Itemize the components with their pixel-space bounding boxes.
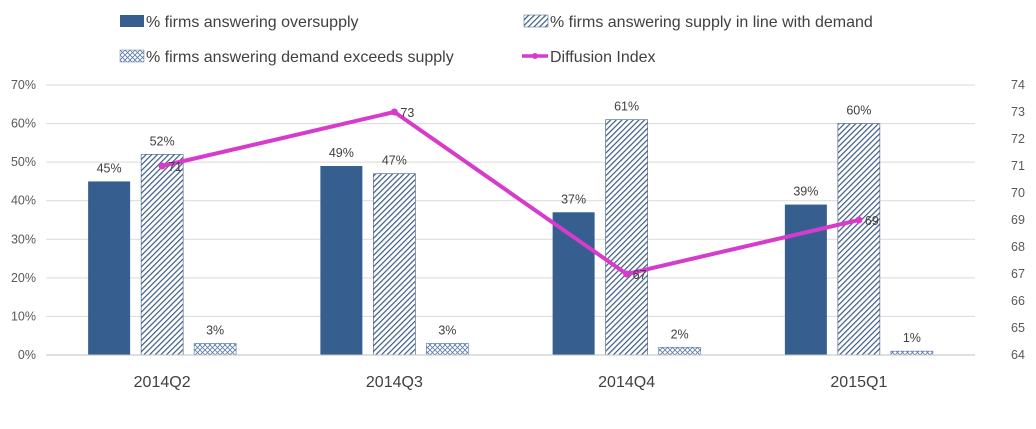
legend-item-diffusion[interactable]: Diffusion Index (522, 49, 656, 66)
left-axis: 0% 10% 20% 30% 40% 50% 60% 70% (11, 78, 36, 362)
y-right-tick-label: 73 (1011, 105, 1025, 119)
y-left-tick-label: 0% (18, 348, 36, 362)
legend-swatch-in-line (523, 14, 549, 28)
y-left-tick-label: 70% (11, 78, 36, 92)
bar-data-label: 3% (206, 323, 224, 337)
diffusion-point (855, 216, 863, 224)
diffusion-data-label: 69 (865, 214, 879, 228)
bar-data-label: 37% (561, 192, 586, 206)
x-category-label: 2014Q4 (598, 374, 655, 391)
diffusion-data-label: 73 (400, 106, 414, 120)
diffusion-point (390, 108, 398, 116)
y-right-tick-label: 74 (1011, 78, 1025, 92)
bar-demand-exceeds (426, 343, 469, 356)
legend-item-in-line[interactable]: % firms answering supply in line with de… (523, 14, 873, 31)
legend: % firms answering oversupply % firms ans… (119, 14, 873, 66)
y-left-tick-label: 50% (11, 155, 36, 169)
bar-data-label: 2% (671, 327, 689, 341)
y-right-tick-label: 66 (1011, 294, 1025, 308)
x-category-label: 2014Q3 (366, 374, 423, 391)
bar-data-label: 39% (793, 185, 818, 199)
y-right-tick-label: 71 (1011, 159, 1025, 173)
y-right-tick-label: 69 (1011, 213, 1025, 227)
bar-in-line (605, 119, 648, 356)
y-left-tick-label: 10% (11, 309, 36, 323)
bar-demand-exceeds (658, 346, 701, 356)
bar-data-label: 45% (97, 161, 122, 175)
y-right-tick-label: 72 (1011, 132, 1025, 146)
bar-oversupply (88, 181, 131, 355)
legend-label-diffusion: Diffusion Index (550, 49, 656, 66)
y-left-tick-label: 30% (11, 232, 36, 246)
diffusion-data-label: 67 (633, 268, 647, 282)
gridlines (46, 84, 975, 317)
bars (88, 119, 934, 356)
bar-in-line (140, 154, 184, 356)
bar-data-label: 49% (329, 146, 354, 160)
diffusion-point (158, 162, 166, 170)
y-left-tick-label: 40% (11, 194, 36, 208)
bar-labels: 45% 52% 3% 49% 47% 3% 37% 61% 2% 39% 60% 1% (97, 100, 921, 345)
bar-data-label: 60% (846, 104, 871, 118)
bar-data-label: 47% (382, 154, 407, 168)
legend-item-demand-exceeds[interactable]: % firms answering demand exceeds supply (119, 49, 454, 66)
bar-data-label: 1% (903, 331, 921, 345)
legend-label-demand-exceeds: % firms answering demand exceeds supply (146, 49, 454, 66)
y-right-tick-label: 70 (1011, 186, 1025, 200)
diffusion-data-label: 71 (168, 160, 182, 174)
diffusion-line: 71 73 67 69 (158, 106, 879, 282)
y-right-tick-label: 67 (1011, 267, 1025, 281)
legend-marker-diffusion (532, 53, 538, 59)
legend-label-in-line: % firms answering supply in line with de… (550, 14, 873, 31)
legend-swatch-demand-exceeds (119, 49, 145, 63)
bar-demand-exceeds (193, 343, 237, 356)
x-category-label: 2015Q1 (830, 374, 887, 391)
bar-oversupply (552, 212, 595, 355)
y-right-tick-label: 68 (1011, 240, 1025, 254)
legend-swatch-oversupply (120, 15, 144, 27)
legend-item-oversupply[interactable]: % firms answering oversupply (120, 14, 359, 31)
bar-in-line (837, 123, 881, 356)
bar-data-label: 52% (150, 134, 175, 148)
diffusion-line-path (161, 110, 860, 276)
diffusion-point (623, 270, 631, 278)
bar-demand-exceeds (890, 350, 934, 356)
right-axis: 64 65 66 67 68 69 70 71 72 73 74 (1011, 78, 1025, 362)
y-right-tick-label: 64 (1011, 348, 1025, 362)
bar-data-label: 3% (438, 323, 456, 337)
bar-in-line (373, 173, 416, 356)
y-left-tick-label: 20% (11, 271, 36, 285)
x-category-label: 2014Q2 (134, 374, 191, 391)
bar-data-label: 61% (614, 100, 639, 114)
bar-oversupply (320, 166, 363, 355)
legend-label-oversupply: % firms answering oversupply (146, 14, 359, 31)
y-left-tick-label: 60% (11, 117, 36, 131)
y-right-tick-label: 65 (1011, 321, 1025, 335)
x-axis: 2014Q2 2014Q3 2014Q4 2015Q1 (46, 354, 975, 391)
